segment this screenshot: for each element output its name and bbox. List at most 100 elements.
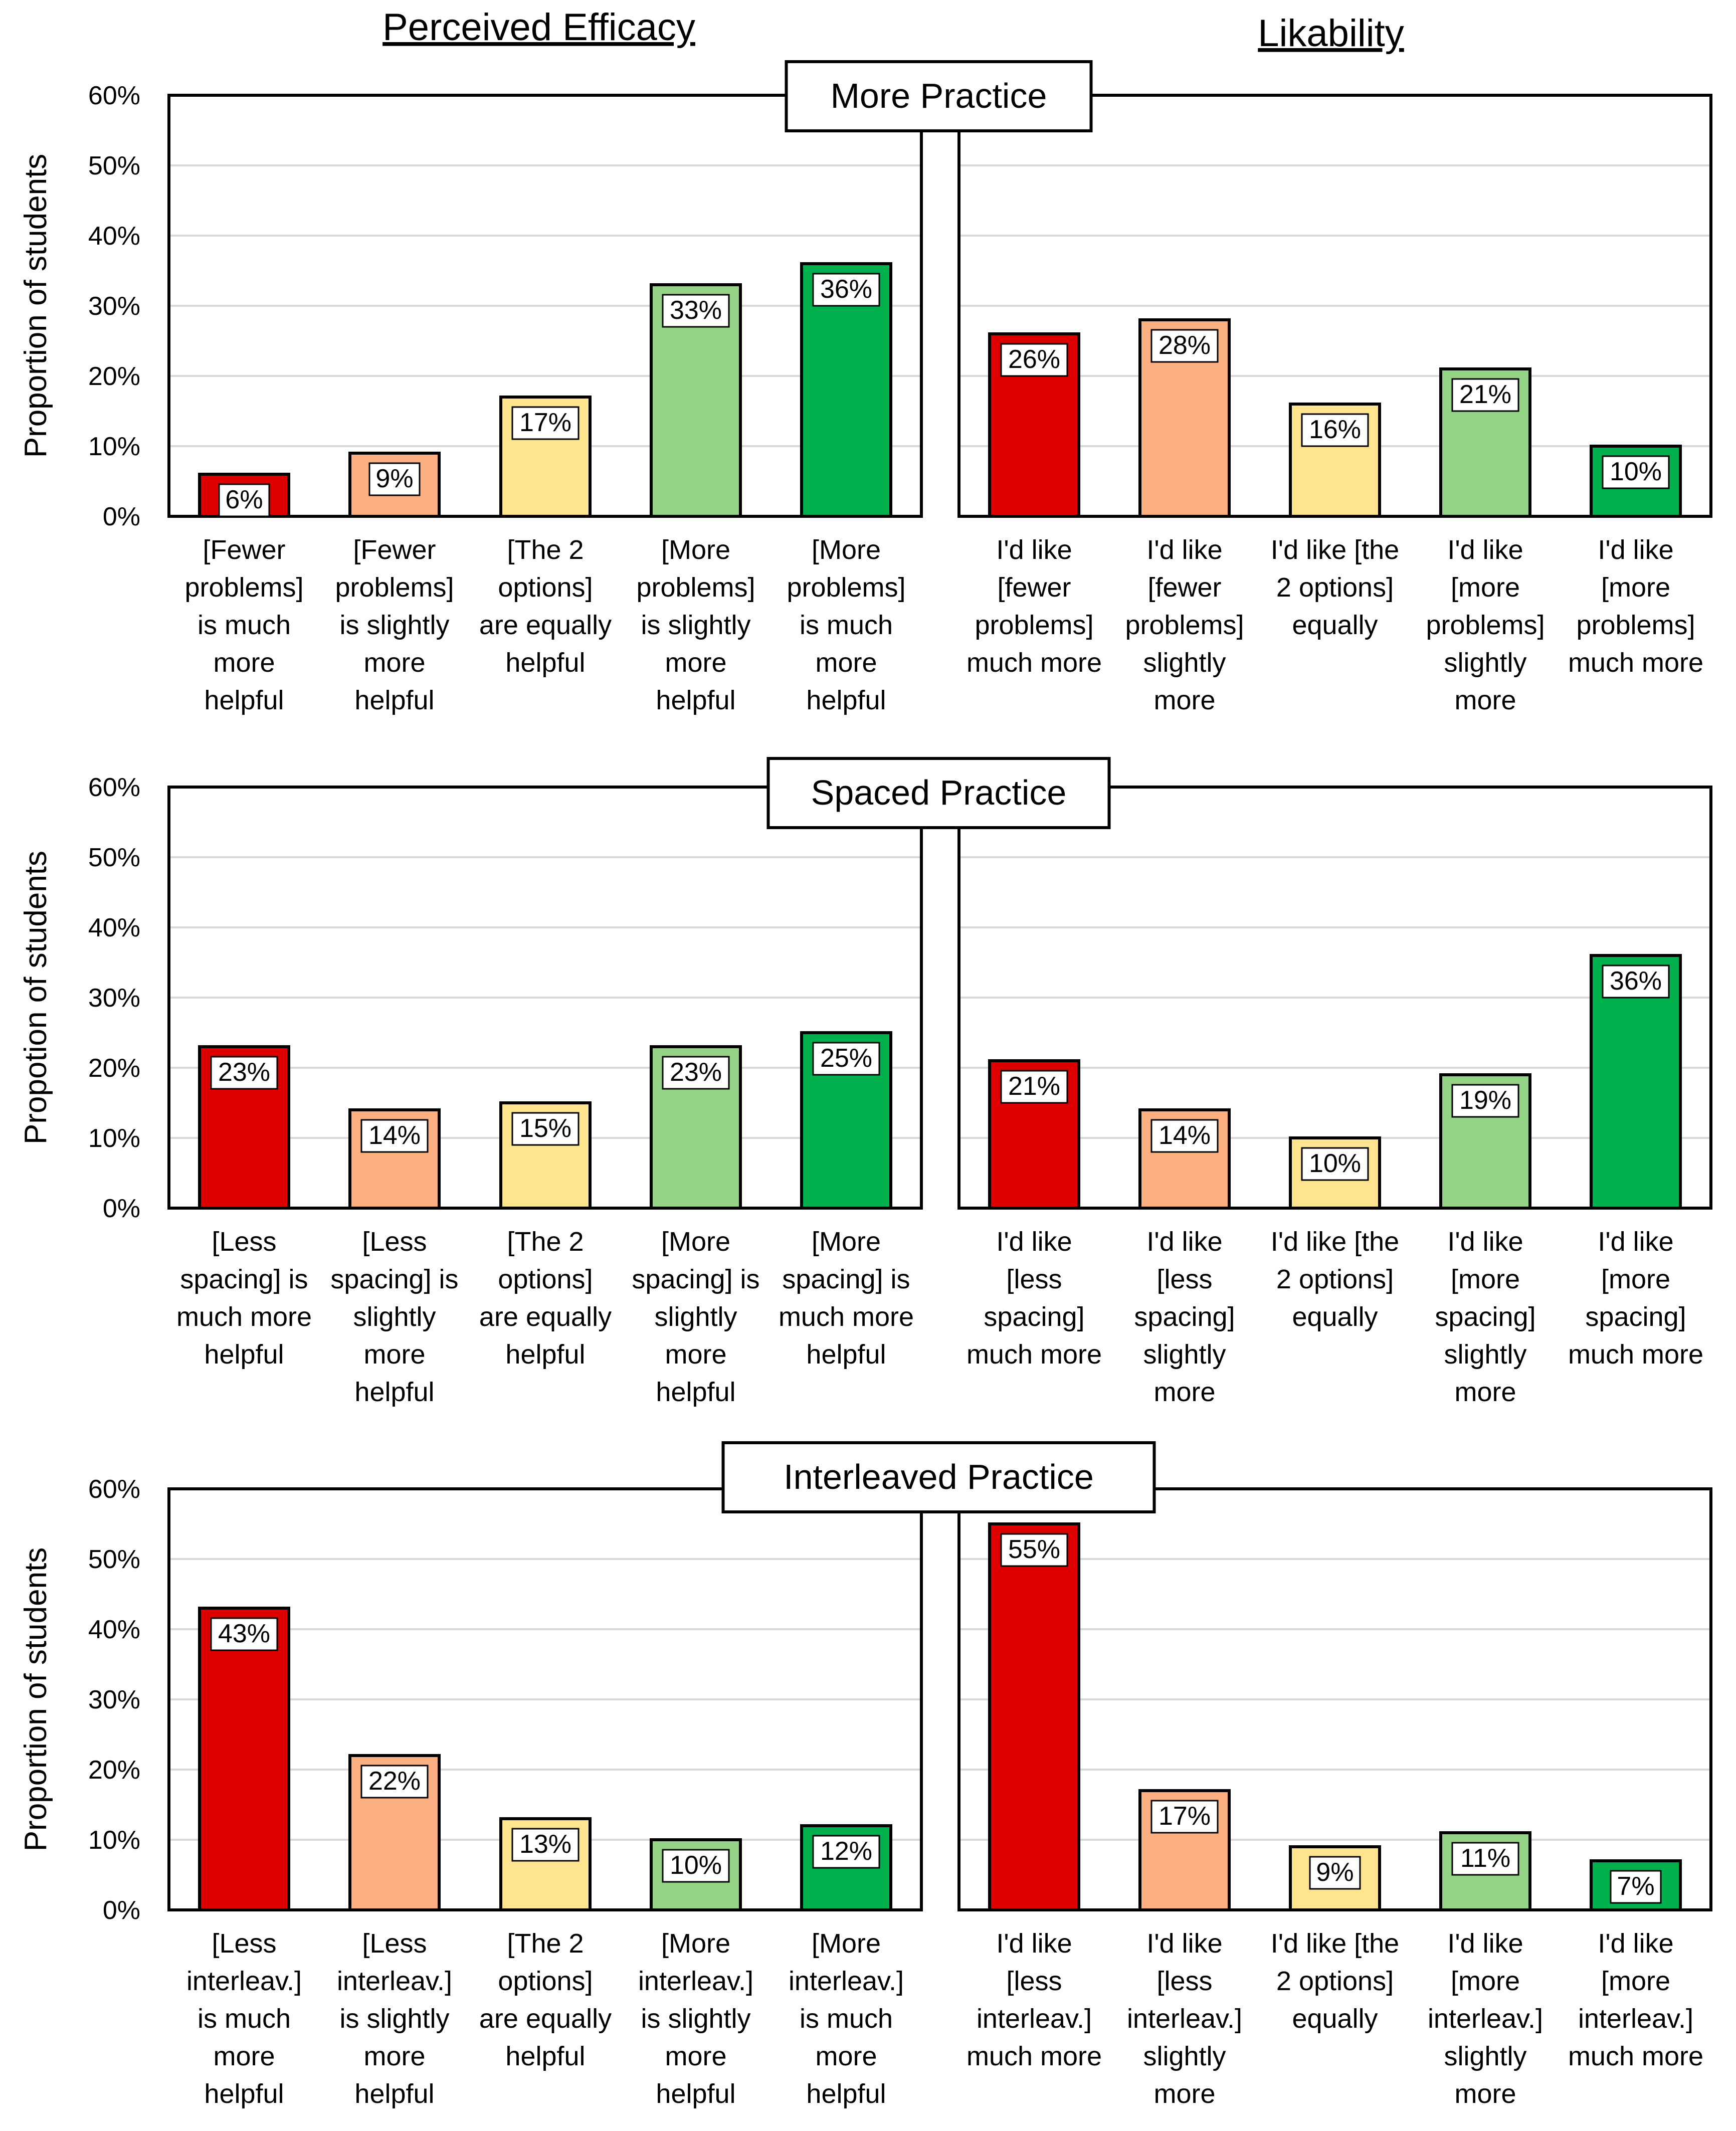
x-tick-label: slightly [1143, 2041, 1226, 2071]
x-tick-label: interleav.] [638, 1966, 753, 1996]
x-tick-label: problems] [975, 610, 1093, 640]
x-tick-label: [fewer [997, 572, 1071, 603]
panels-group: 0% 10% 20% 30% 40% 50% 60% Proportion of studen… [19, 60, 1712, 2109]
x-tick-label: more [665, 1339, 726, 1370]
data-label-box [812, 273, 880, 307]
x-tick-label: I'd like [1447, 1928, 1523, 1959]
x-tick-label: [Less [212, 1227, 276, 1257]
x-tick-label: [The 2 [507, 1928, 584, 1959]
x-tick-label: I'd like [1146, 1227, 1222, 1257]
x-tick-label: spacing] is [330, 1264, 458, 1294]
x-tick-label: I'd like [996, 1928, 1072, 1959]
data-label-box [1610, 1870, 1662, 1904]
x-tick-label: slightly [1444, 2041, 1526, 2071]
data-label-box [1301, 1147, 1369, 1181]
x-tick-label: [more [1451, 572, 1520, 603]
y-tick-label: 50% [88, 1545, 140, 1574]
x-tick-label: [more [1451, 1966, 1520, 1996]
data-label: 21% [1459, 380, 1511, 409]
y-tick-label: 30% [88, 1685, 140, 1714]
x-tick-label: [Less [362, 1928, 427, 1959]
x-tick-label: [The 2 [507, 535, 584, 565]
x-tick-label: I'd like [996, 535, 1072, 565]
y-tick-label: 60% [88, 1475, 140, 1504]
x-tick-label: interleav.] [977, 2004, 1092, 2034]
x-tick-label: more [363, 2041, 425, 2071]
x-tick-label: helpful [806, 1339, 886, 1370]
x-tick-label: [More [812, 1227, 881, 1257]
data-label-box [1602, 964, 1670, 999]
y-tick-label: 30% [88, 292, 140, 321]
data-label: 17% [1159, 1802, 1211, 1831]
x-tick-label: is slightly [641, 2004, 750, 2034]
panel-0: 0% 10% 20% 30% 40% 50% 60% Proportion of studen… [19, 60, 1712, 715]
x-tick-label: much more [967, 1339, 1102, 1370]
x-tick-label: I'd like [1146, 1928, 1222, 1959]
x-tick-label: more [815, 2041, 877, 2071]
x-tick-label: more [1454, 2079, 1516, 2109]
x-tick-label: [more [1601, 572, 1670, 603]
x-tick-label: I'd like [1598, 1928, 1673, 1959]
data-label: 10% [1610, 457, 1662, 486]
data-label-box [1000, 1533, 1068, 1567]
data-label: 10% [670, 1851, 722, 1880]
x-tick-label: interleav.] [1127, 2004, 1242, 2034]
data-label-box [1451, 378, 1519, 412]
x-tick-label: helpful [354, 2079, 434, 2109]
x-tick-label: slightly [1143, 648, 1226, 678]
x-tick-label: options] [498, 572, 593, 603]
x-tick-label: slightly [353, 1302, 436, 1332]
x-tick-label: helpful [354, 1377, 434, 1407]
x-tick-label: [less [1006, 1966, 1062, 1996]
bar-efficacy [198, 1607, 290, 1911]
x-tick-label: more [1153, 685, 1215, 715]
y-tick-label: 20% [88, 362, 140, 391]
data-label: 11% [1460, 1844, 1510, 1873]
data-label: 28% [1159, 331, 1211, 360]
x-tick-label: interleav.] [186, 1966, 302, 1996]
data-label-box [662, 1056, 730, 1090]
x-tick-label: equally [1292, 1302, 1378, 1332]
data-label: 33% [670, 296, 722, 325]
x-tick-label: helpful [505, 2041, 585, 2071]
x-tick-label: spacing] [984, 1302, 1084, 1332]
data-label: 9% [1316, 1858, 1354, 1887]
x-tick-label: slightly [1444, 648, 1526, 678]
data-label: 23% [218, 1058, 270, 1087]
y-axis-label: Propotion of students [19, 851, 53, 1144]
x-tick-label: [More [812, 535, 881, 565]
x-tick-label: more [1153, 1377, 1215, 1407]
data-label-box [1150, 329, 1219, 363]
data-label: 36% [1610, 966, 1662, 996]
x-tick-label: are equally [479, 610, 612, 640]
x-tick-label: helpful [806, 2079, 886, 2109]
data-label: 12% [820, 1837, 872, 1866]
data-label: 6% [225, 485, 263, 514]
x-tick-label: [The 2 [507, 1227, 584, 1257]
x-tick-label: I'd like [996, 1227, 1072, 1257]
x-tick-label: I'd like [1447, 1227, 1523, 1257]
x-tick-label: is slightly [641, 610, 750, 640]
x-tick-label: more [1153, 2079, 1215, 2109]
x-tick-label: I'd like [the [1271, 1928, 1399, 1959]
x-tick-label: are equally [479, 1302, 612, 1332]
panel-2: 0% 10% 20% 30% 40% 50% 60% Proportion of studen… [19, 1441, 1712, 2109]
x-tick-label: [Fewer [353, 535, 436, 565]
x-tick-label: much more [1568, 2041, 1703, 2071]
y-tick-label: 30% [88, 984, 140, 1013]
y-tick-label: 10% [88, 1124, 140, 1153]
x-tick-label: more [1454, 1377, 1516, 1407]
x-tick-label: options] [498, 1966, 593, 1996]
panel-title: More Practice [831, 76, 1047, 115]
data-label: 9% [375, 464, 413, 493]
x-tick-label: [Fewer [203, 535, 285, 565]
x-tick-label: problems] [787, 572, 905, 603]
y-tick-label: 50% [88, 151, 140, 180]
data-label: 13% [519, 1830, 571, 1859]
data-label-box [812, 1835, 880, 1869]
x-tick-label: equally [1292, 610, 1378, 640]
x-tick-label: more [213, 2041, 275, 2071]
x-tick-label: problems] [1426, 610, 1545, 640]
data-label-box [511, 406, 580, 440]
data-label-box [1150, 1800, 1219, 1834]
